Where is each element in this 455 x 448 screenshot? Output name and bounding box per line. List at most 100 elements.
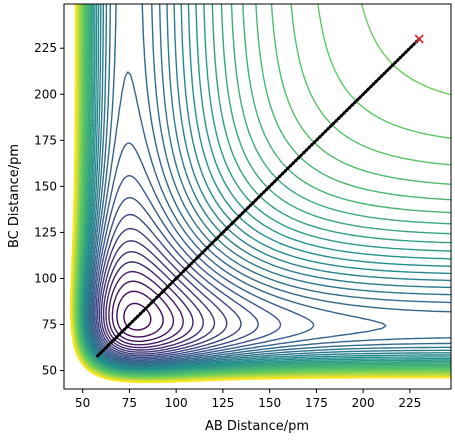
trajectory-point [144,306,148,310]
trajectory-point [246,206,250,210]
contour-level [93,175,282,360]
contour-level [85,4,451,368]
trajectory-point [160,290,164,295]
contour-level [98,227,228,355]
trajectory-point [307,145,311,149]
y-axis-ticks: 50 75 100 125 150 175 200 225 [34,41,64,378]
trajectory-point [184,267,188,271]
trajectory-point [372,82,376,86]
trajectory-point [187,264,191,268]
trajectory-point [390,63,395,68]
contour-level [78,4,451,375]
trajectory-point [313,140,317,144]
contour-level [111,280,175,342]
trajectory-point [238,214,242,218]
trajectory-point [388,66,392,70]
trajectory-point [197,253,202,258]
y-tick-label: 225 [34,41,57,55]
trajectory-point [291,161,295,165]
trajectory-point [205,245,210,250]
trajectory-point [366,87,370,91]
x-tick-label: 175 [305,396,328,410]
trajectory-point [305,148,309,152]
trajectory-point [256,195,261,200]
trajectory-point [377,77,381,81]
trajectory-point [136,314,140,318]
trajectory-point [337,116,341,120]
x-tick-label: 200 [352,396,375,410]
trajectory-point [280,172,285,176]
trajectory-point [323,129,328,134]
contour-level [88,4,451,365]
trajectory-point [347,106,352,110]
x-axis-label: AB Distance/pm [205,419,309,434]
trajectory-point [380,74,384,78]
trajectory-point [243,209,247,213]
trajectory-point [270,182,274,186]
contour-level [80,4,451,374]
trajectory-point [409,45,413,49]
trajectory-point [146,304,151,308]
trajectory-point [398,55,403,60]
trajectory-point [350,103,354,107]
contour-level [81,4,451,372]
trajectory-point [104,346,108,350]
trajectory-point [133,317,137,321]
contour-level [108,270,184,346]
contour-level [95,196,259,359]
y-tick-label: 50 [42,364,57,378]
trajectory-point [203,248,207,252]
trajectory-point [230,222,234,226]
trajectory-point [382,71,386,75]
trajectory-point [101,348,105,353]
trajectory-point [326,127,330,131]
trajectory-point [358,95,362,99]
trajectory-point [393,61,397,65]
contour-level [86,4,451,367]
trajectory-point [286,166,290,170]
trajectory-point [412,42,416,46]
trajectory-point [106,343,110,347]
trajectory-point [171,280,175,284]
x-tick-label: 75 [122,396,137,410]
end-marker-stroke [414,34,424,44]
trajectory-point [310,143,314,147]
plot-frame [63,3,452,390]
trajectory-point [152,298,156,302]
trajectory-point [195,256,199,260]
trajectory-point [396,58,400,62]
x-tick-label: 50 [75,396,90,410]
trajectory-point [275,177,279,181]
trajectory-point [318,135,322,139]
trajectory-point [130,319,135,324]
trajectory-point [369,84,373,89]
trajectory-point [120,330,124,334]
trajectory-point [267,185,271,189]
contour-level [82,4,451,371]
trajectory-point [128,322,132,326]
trajectory-point [321,132,325,136]
trajectory-point [125,325,129,329]
trajectory-point [221,230,226,234]
trajectory-point [374,79,378,83]
y-tick-label: 150 [34,179,57,193]
trajectory-point [251,201,255,205]
trajectory-path [96,37,421,358]
trajectory-point [264,187,269,192]
x-axis-ticks: 50 75 100 125 150 175 200 225 [75,389,421,410]
contour-level [87,4,451,366]
trajectory-point [122,327,127,332]
contour-level [92,142,315,361]
trajectory-point [342,111,346,115]
trajectory-point [339,113,344,118]
trajectory-point [227,224,231,229]
trajectory-point [334,119,338,123]
y-axis-label: BC Distance/pm [7,144,22,248]
trajectory-point [149,301,153,305]
trajectory-point [345,108,349,112]
contour-level [116,290,164,338]
trajectory-point [353,100,357,104]
contour-level [89,4,451,364]
contour-level [84,4,451,369]
